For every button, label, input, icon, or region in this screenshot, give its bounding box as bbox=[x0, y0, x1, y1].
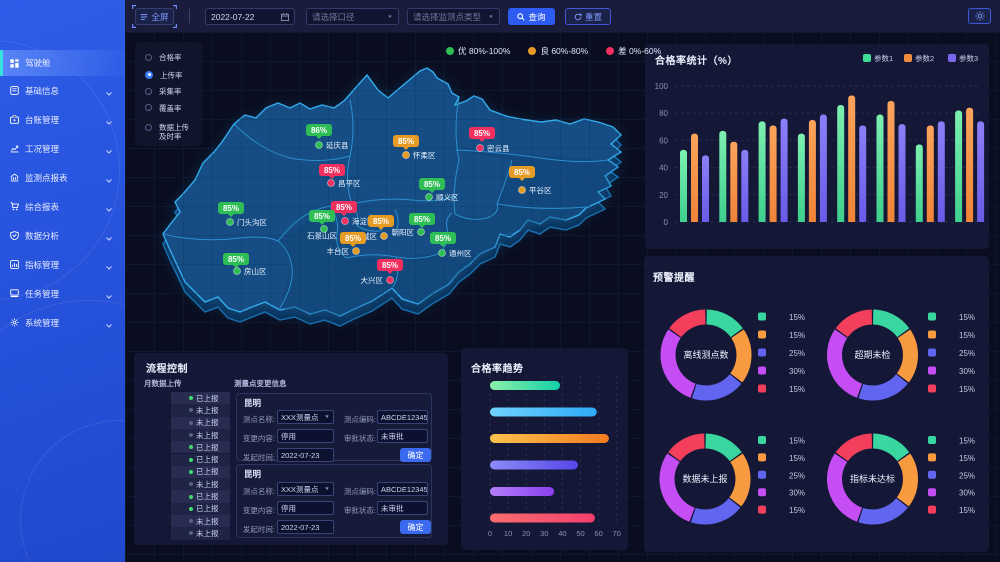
svg-text:25%: 25% bbox=[789, 349, 805, 358]
svg-text:15%: 15% bbox=[789, 437, 805, 446]
svg-text:85%: 85% bbox=[336, 203, 352, 212]
svg-text:25%: 25% bbox=[789, 471, 805, 480]
svg-text:0: 0 bbox=[488, 529, 492, 538]
svg-text:15%: 15% bbox=[959, 437, 975, 446]
svg-text:70: 70 bbox=[613, 529, 621, 538]
svg-text:0: 0 bbox=[664, 218, 669, 227]
svg-text:密云县: 密云县 bbox=[487, 143, 510, 153]
svg-text:85%: 85% bbox=[435, 234, 451, 243]
svg-text:15%: 15% bbox=[959, 331, 975, 340]
svg-text:数据未上报: 数据未上报 bbox=[682, 473, 727, 484]
svg-text:60: 60 bbox=[594, 529, 602, 538]
svg-text:顺义区: 顺义区 bbox=[436, 193, 459, 202]
svg-text:30: 30 bbox=[540, 529, 548, 538]
svg-text:85%: 85% bbox=[373, 217, 389, 226]
svg-text:15%: 15% bbox=[959, 313, 975, 322]
svg-text:10: 10 bbox=[504, 529, 512, 538]
svg-text:20: 20 bbox=[659, 191, 668, 200]
svg-text:50: 50 bbox=[576, 529, 584, 538]
svg-text:85%: 85% bbox=[474, 129, 490, 138]
svg-text:85%: 85% bbox=[324, 166, 340, 175]
svg-text:85%: 85% bbox=[228, 255, 244, 264]
svg-text:15%: 15% bbox=[789, 313, 805, 322]
svg-text:30%: 30% bbox=[789, 367, 805, 376]
svg-text:门头沟区: 门头沟区 bbox=[237, 217, 267, 227]
svg-text:15%: 15% bbox=[959, 385, 975, 394]
svg-text:25%: 25% bbox=[959, 349, 975, 358]
svg-text:85%: 85% bbox=[223, 204, 239, 213]
svg-text:参数2: 参数2 bbox=[915, 53, 934, 63]
svg-text:85%: 85% bbox=[424, 180, 440, 189]
svg-text:15%: 15% bbox=[959, 506, 975, 515]
svg-text:15%: 15% bbox=[789, 331, 805, 340]
svg-text:延庆县: 延庆县 bbox=[326, 140, 349, 150]
svg-text:85%: 85% bbox=[398, 137, 414, 146]
svg-text:指标未达标: 指标未达标 bbox=[850, 473, 895, 484]
svg-text:平谷区: 平谷区 bbox=[529, 186, 552, 195]
svg-text:15%: 15% bbox=[789, 506, 805, 515]
svg-text:40: 40 bbox=[558, 529, 566, 538]
svg-text:参数3: 参数3 bbox=[959, 53, 978, 63]
svg-text:40: 40 bbox=[659, 164, 668, 173]
svg-text:怀柔区: 怀柔区 bbox=[413, 150, 436, 160]
svg-text:15%: 15% bbox=[959, 454, 975, 463]
svg-text:80: 80 bbox=[659, 109, 668, 118]
svg-text:参数1: 参数1 bbox=[874, 53, 893, 63]
svg-text:海淀区: 海淀区 bbox=[352, 216, 375, 226]
svg-text:30%: 30% bbox=[789, 489, 805, 498]
svg-text:85%: 85% bbox=[382, 261, 398, 270]
svg-text:85%: 85% bbox=[414, 215, 430, 224]
svg-text:85%: 85% bbox=[514, 168, 530, 177]
svg-text:丰台区: 丰台区 bbox=[327, 246, 350, 256]
svg-text:15%: 15% bbox=[789, 454, 805, 463]
svg-text:通州区: 通州区 bbox=[449, 248, 472, 258]
svg-text:超期未检: 超期未检 bbox=[854, 349, 890, 360]
svg-text:85%: 85% bbox=[314, 212, 330, 221]
svg-text:昌平区: 昌平区 bbox=[338, 179, 361, 188]
svg-text:15%: 15% bbox=[789, 385, 805, 394]
svg-text:石景山区: 石景山区 bbox=[307, 231, 337, 241]
svg-text:85%: 85% bbox=[345, 234, 361, 243]
svg-text:大兴区: 大兴区 bbox=[361, 275, 384, 285]
svg-text:100: 100 bbox=[655, 82, 669, 91]
svg-text:25%: 25% bbox=[959, 471, 975, 480]
svg-text:房山区: 房山区 bbox=[244, 266, 267, 276]
svg-text:30%: 30% bbox=[959, 367, 975, 376]
svg-text:离线测点数: 离线测点数 bbox=[683, 349, 728, 360]
svg-text:30%: 30% bbox=[959, 489, 975, 498]
svg-text:86%: 86% bbox=[311, 126, 327, 135]
svg-text:60: 60 bbox=[659, 136, 668, 145]
svg-text:20: 20 bbox=[522, 529, 530, 538]
svg-text:朝阳区: 朝阳区 bbox=[392, 228, 415, 237]
